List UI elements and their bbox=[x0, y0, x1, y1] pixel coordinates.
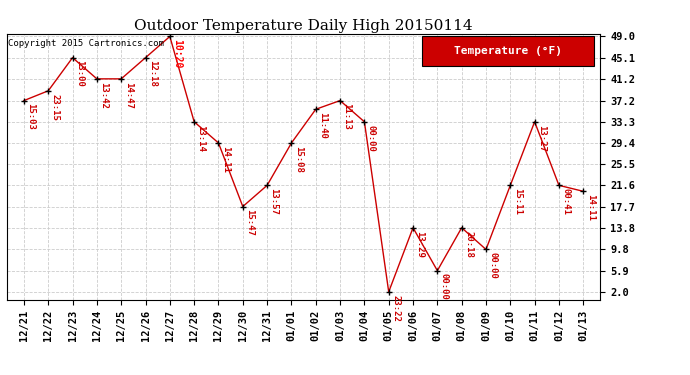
Text: 00:41: 00:41 bbox=[562, 188, 571, 215]
FancyBboxPatch shape bbox=[422, 36, 594, 66]
Text: 23:15: 23:15 bbox=[50, 94, 60, 120]
Text: 14:11: 14:11 bbox=[221, 146, 230, 172]
Text: 11:40: 11:40 bbox=[318, 112, 327, 139]
Text: 13:57: 13:57 bbox=[270, 188, 279, 215]
Text: 13:00: 13:00 bbox=[75, 60, 84, 87]
Text: 15:47: 15:47 bbox=[245, 209, 254, 236]
Text: 00:00: 00:00 bbox=[367, 124, 376, 152]
Text: 23:22: 23:22 bbox=[391, 295, 400, 321]
Text: 13:14: 13:14 bbox=[197, 124, 206, 152]
Text: 10:20: 10:20 bbox=[172, 39, 181, 69]
Text: 14:47: 14:47 bbox=[124, 82, 132, 108]
Text: 15:03: 15:03 bbox=[26, 104, 35, 130]
Text: 13:29: 13:29 bbox=[415, 231, 424, 257]
Text: 13:42: 13:42 bbox=[99, 82, 108, 108]
Text: 11:13: 11:13 bbox=[342, 104, 351, 130]
Text: 14:11: 14:11 bbox=[586, 194, 595, 221]
Text: Temperature (°F): Temperature (°F) bbox=[454, 46, 562, 56]
Text: 15:08: 15:08 bbox=[294, 146, 303, 172]
Text: 00:00: 00:00 bbox=[440, 273, 449, 300]
Text: 20:18: 20:18 bbox=[464, 231, 473, 257]
Title: Outdoor Temperature Daily High 20150114: Outdoor Temperature Daily High 20150114 bbox=[135, 19, 473, 33]
Text: Copyright 2015 Cartronics.com: Copyright 2015 Cartronics.com bbox=[8, 39, 164, 48]
Text: 00:00: 00:00 bbox=[489, 252, 497, 279]
Text: 15:11: 15:11 bbox=[513, 188, 522, 215]
Text: 12:18: 12:18 bbox=[148, 60, 157, 87]
Text: 13:27: 13:27 bbox=[537, 124, 546, 152]
